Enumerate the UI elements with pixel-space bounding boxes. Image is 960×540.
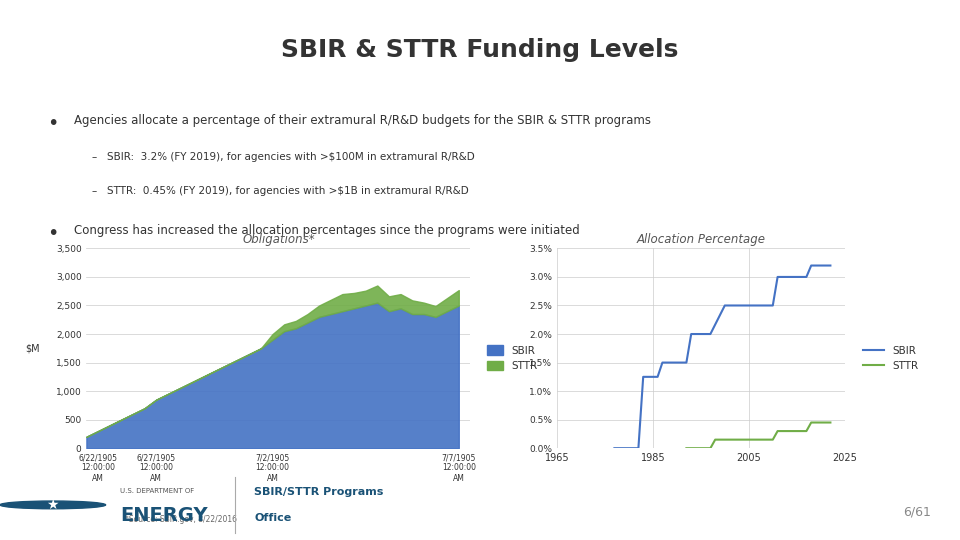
Text: –   SBIR:  3.2% (FY 2019), for agencies with >$100M in extramural R/R&D: – SBIR: 3.2% (FY 2019), for agencies wit…	[92, 152, 474, 163]
STTR	[690, 445, 702, 451]
STTR	[825, 419, 836, 426]
STTR	[772, 428, 783, 434]
STTR	[719, 436, 731, 443]
Title: Obligations*: Obligations*	[242, 233, 315, 246]
Text: •: •	[47, 114, 59, 133]
Text: *Source: SBIR.gov, 8/22/2016: *Source: SBIR.gov, 8/22/2016	[125, 515, 237, 524]
Text: SBIR/STTR Programs: SBIR/STTR Programs	[254, 487, 384, 497]
SBIR	[609, 445, 620, 451]
Legend: SBIR, STTR: SBIR, STTR	[483, 341, 541, 375]
Line: STTR: STTR	[686, 422, 830, 448]
STTR	[805, 419, 817, 426]
Text: –   STTR:  0.45% (FY 2019), for agencies with >$1B in extramural R/R&D: – STTR: 0.45% (FY 2019), for agencies wi…	[92, 186, 468, 197]
SBIR	[637, 374, 649, 380]
SBIR	[801, 274, 812, 280]
SBIR	[719, 302, 731, 309]
SBIR	[724, 302, 735, 309]
Text: SBIR & STTR Funding Levels: SBIR & STTR Funding Levels	[281, 38, 679, 62]
STTR	[767, 436, 779, 443]
SBIR	[772, 274, 783, 280]
Circle shape	[0, 501, 106, 509]
Text: Office: Office	[254, 512, 292, 523]
Text: U.S. DEPARTMENT OF: U.S. DEPARTMENT OF	[120, 488, 194, 494]
Text: ★: ★	[46, 498, 60, 512]
Text: Agencies allocate a percentage of their extramural R/R&D budgets for the SBIR & : Agencies allocate a percentage of their …	[74, 114, 651, 127]
SBIR	[652, 374, 663, 380]
Title: Allocation Percentage: Allocation Percentage	[636, 233, 765, 246]
SBIR	[805, 262, 817, 269]
STTR	[685, 445, 697, 451]
Legend: SBIR, STTR: SBIR, STTR	[858, 341, 923, 375]
SBIR	[685, 331, 697, 338]
SBIR	[657, 359, 668, 366]
SBIR	[767, 302, 779, 309]
SBIR	[633, 445, 644, 451]
STTR	[681, 445, 692, 451]
STTR	[724, 436, 735, 443]
Text: ENERGY: ENERGY	[120, 506, 207, 525]
STTR	[801, 428, 812, 434]
Text: Congress has increased the allocation percentages since the programs were initia: Congress has increased the allocation pe…	[74, 224, 580, 237]
STTR	[695, 445, 707, 451]
STTR	[705, 445, 716, 451]
STTR	[700, 445, 711, 451]
SBIR	[705, 331, 716, 338]
Text: $M: $M	[26, 343, 40, 353]
STTR	[714, 436, 726, 443]
SBIR	[681, 359, 692, 366]
STTR	[709, 436, 721, 443]
Text: 6/61: 6/61	[903, 505, 931, 518]
Line: SBIR: SBIR	[614, 266, 830, 448]
Text: •: •	[47, 224, 59, 243]
SBIR	[825, 262, 836, 269]
